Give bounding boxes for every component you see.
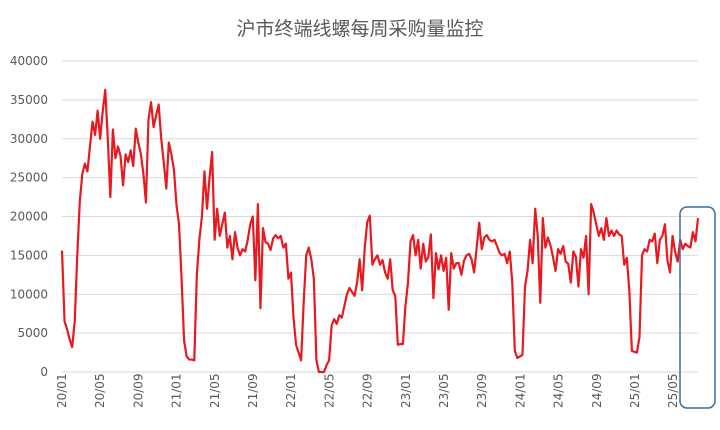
x-tick-label: 24/05	[552, 373, 566, 408]
y-tick-label: 40000	[10, 54, 48, 68]
x-tick-label: 23/05	[437, 373, 451, 408]
chart-title: 沪市终端线螺每周采购量监控	[236, 18, 483, 40]
y-tick-label: 30000	[10, 132, 48, 146]
y-axis-ticks: 0 5000 10000 15000 20000 25000 30000 35000 40000	[10, 54, 48, 379]
x-tick-label: 21/05	[208, 373, 222, 408]
y-tick-label: 15000	[10, 248, 48, 262]
y-tick-label: 5000	[17, 326, 48, 340]
x-tick-label: 22/05	[322, 373, 336, 408]
x-tick-label: 20/05	[93, 373, 107, 408]
x-tick-label: 20/01	[55, 373, 69, 408]
y-tick-label: 20000	[10, 210, 48, 224]
x-axis-ticks: 20/01 20/05 20/09 21/01 21/05 21/09 22/01 22/05…	[55, 373, 680, 408]
x-tick-label: 25/01	[628, 373, 642, 408]
x-tick-label: 23/01	[399, 373, 413, 408]
x-tick-label: 22/01	[284, 373, 298, 408]
y-tick-label: 10000	[10, 287, 48, 301]
x-tick-label: 20/09	[131, 373, 145, 408]
y-tick-label: 25000	[10, 171, 48, 185]
x-tick-label: 24/09	[590, 373, 604, 408]
y-tick-label: 35000	[10, 93, 48, 107]
x-tick-label: 25/05	[666, 373, 680, 408]
x-tick-label: 21/09	[246, 373, 260, 408]
series-layer	[60, 88, 700, 374]
x-tick-label: 24/01	[513, 373, 527, 408]
x-tick-label: 23/09	[475, 373, 489, 408]
x-tick-label: 22/09	[361, 373, 375, 408]
series-line	[60, 88, 700, 374]
y-tick-label: 0	[40, 365, 48, 379]
x-tick-label: 21/01	[170, 373, 184, 408]
highlight-box	[679, 206, 716, 409]
